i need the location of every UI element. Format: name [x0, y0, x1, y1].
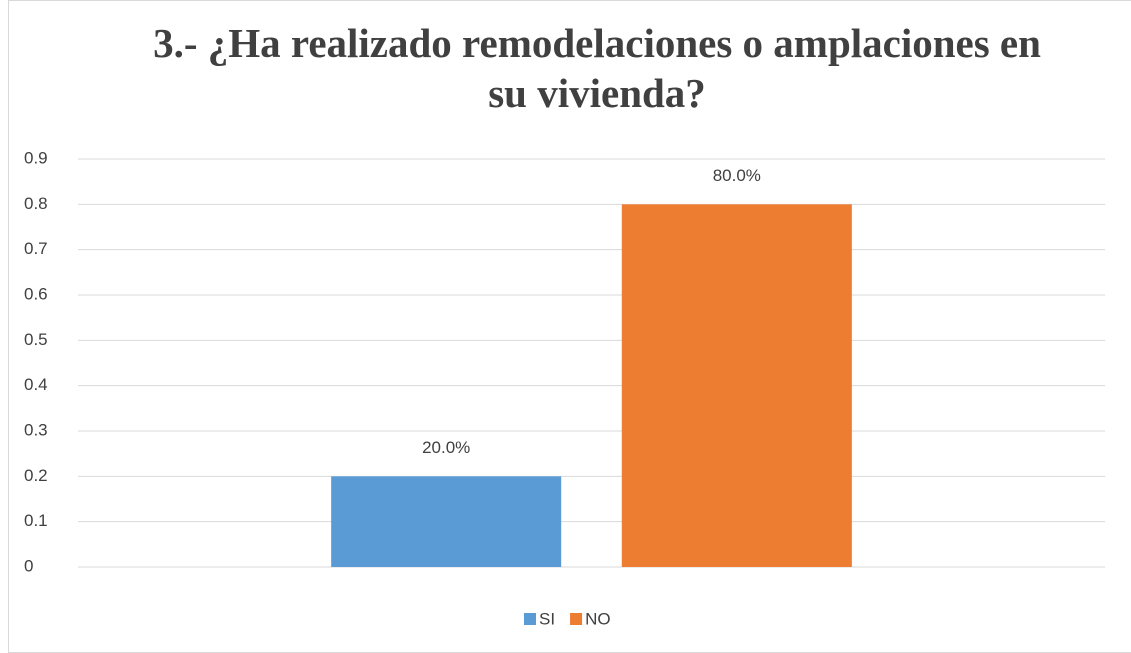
y-tick-label: 0.5	[24, 330, 48, 349]
bar	[621, 204, 852, 568]
y-tick-label: 0.1	[24, 511, 48, 530]
y-tick-label: 0	[24, 556, 33, 575]
y-tick-label: 0.3	[24, 420, 48, 439]
bar	[331, 476, 562, 567]
y-tick-label: 0.7	[24, 239, 48, 258]
y-tick-label: 0.6	[24, 284, 48, 303]
y-tick-label: 0.2	[24, 466, 48, 485]
legend-swatch	[570, 613, 583, 625]
y-tick-label: 0.8	[24, 194, 48, 213]
y-tick-label: 0.9	[24, 148, 48, 167]
legend-swatch	[524, 613, 536, 625]
data-label: 80.0%	[713, 166, 761, 185]
data-label: 20.0%	[422, 438, 470, 457]
legend-label: SI	[539, 609, 555, 628]
chart-title: 3.- ¿Ha realizado remodelaciones o ampla…	[153, 20, 1041, 116]
y-tick-label: 0.4	[24, 375, 48, 394]
legend-label: NO	[585, 609, 611, 628]
